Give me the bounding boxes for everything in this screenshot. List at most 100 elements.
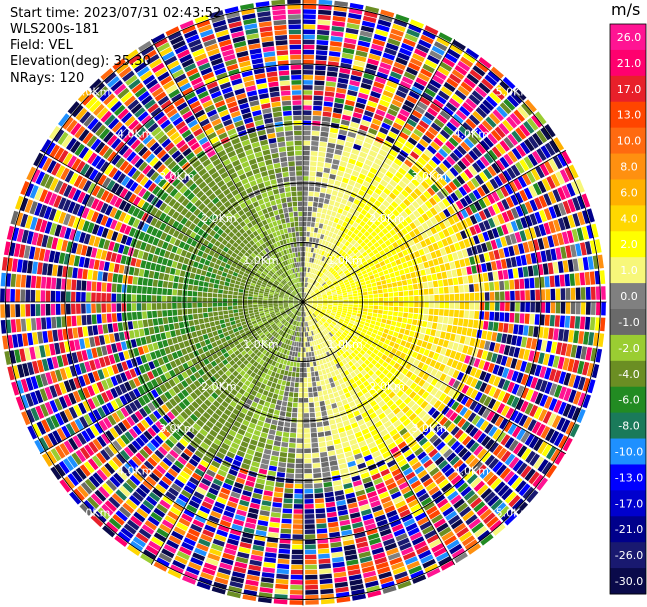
velocity-gate [532,150,543,164]
velocity-gate [393,158,403,167]
velocity-gate [475,61,489,73]
velocity-gate [303,9,316,14]
velocity-gate [300,317,302,322]
velocity-gate [293,519,303,524]
velocity-gate [425,444,435,454]
velocity-gate [570,302,576,315]
velocity-gate [339,463,348,470]
velocity-gate [459,259,466,268]
velocity-gate [305,569,318,575]
velocity-gate [596,302,601,316]
velocity-gate [353,304,358,308]
velocity-gate [301,337,303,342]
velocity-gate [287,329,291,334]
velocity-gate [386,278,392,284]
velocity-gate [325,435,333,442]
velocity-gate [459,293,465,301]
velocity-gate [376,24,390,32]
velocity-gate [130,515,143,527]
velocity-gate [202,424,211,433]
velocity-gate [385,232,392,239]
velocity-gate [307,342,310,347]
velocity-gate [318,302,323,304]
velocity-gate [312,304,318,307]
velocity-gate [377,351,384,358]
velocity-gate [442,228,450,238]
velocity-gate [265,363,271,370]
velocity-gate [142,549,157,560]
velocity-gate [378,271,384,277]
velocity-gate [360,356,367,362]
velocity-gate [63,394,72,407]
velocity-gate [514,231,522,243]
velocity-gate [335,241,341,247]
velocity-gate [416,256,423,264]
velocity-gate [236,509,247,517]
velocity-gate [245,579,259,587]
velocity-gate [359,87,370,95]
velocity-gate [312,298,318,300]
velocity-gate [307,298,312,301]
velocity-gate [367,532,380,541]
velocity-gate [293,504,303,509]
velocity-gate [381,581,395,589]
velocity-gate [398,345,405,352]
velocity-gate [495,238,503,249]
velocity-gate [348,277,354,282]
velocity-gate [309,320,312,326]
velocity-gate [337,458,346,465]
velocity-gate [577,376,586,391]
velocity-gate [378,358,385,365]
velocity-gate [41,419,51,433]
velocity-gate [354,107,364,114]
velocity-gate [536,129,548,144]
velocity-gate [363,518,375,526]
velocity-gate [275,430,283,437]
velocity-gate [413,147,423,156]
velocity-gate [526,337,533,349]
velocity-gate [451,548,466,559]
velocity-gate [588,332,595,346]
velocity-gate [303,4,317,9]
velocity-gate [509,233,517,245]
velocity-gate [336,139,345,146]
velocity-gate [448,317,454,325]
velocity-gate [269,365,275,371]
velocity-gate [165,424,175,434]
velocity-gate [323,304,328,306]
velocity-gate [317,29,330,36]
velocity-gate [580,287,586,300]
velocity-gate [430,184,440,193]
velocity-gate [208,416,217,425]
velocity-gate [462,276,469,284]
velocity-gate [299,311,301,317]
velocity-gate [402,418,411,427]
velocity-gate [460,363,468,373]
velocity-gate [343,279,349,284]
velocity-gate [186,481,197,490]
velocity-gate [457,160,467,171]
velocity-gate [430,226,438,235]
velocity-gate [148,361,156,370]
velocity-gate [294,494,303,499]
velocity-gate [305,337,308,342]
velocity-gate [482,408,491,419]
velocity-gate [370,255,377,261]
velocity-gate [185,386,193,394]
velocity-gate [73,488,85,502]
velocity-gate [570,287,576,300]
velocity-gate [393,292,399,297]
velocity-gate [282,508,293,514]
velocity-gate [449,455,460,466]
velocity-gate [314,310,319,315]
velocity-gate [316,40,329,46]
velocity-gate [307,321,310,327]
velocity-gate [320,583,334,590]
velocity-gate [111,412,121,423]
velocity-gate [421,213,430,222]
velocity-gate [424,563,439,574]
velocity-gate [241,350,247,356]
velocity-gate [379,62,392,70]
velocity-gate [560,302,566,314]
velocity-gate [434,494,446,505]
